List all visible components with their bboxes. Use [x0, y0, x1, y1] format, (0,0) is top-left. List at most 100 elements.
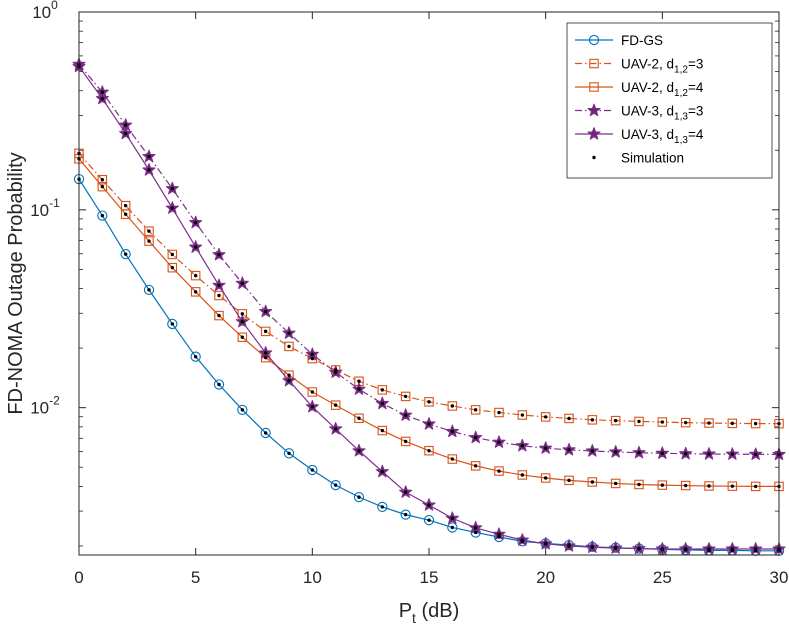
legend-label: UAV-3, d1,3=4	[621, 127, 704, 146]
simulation-point	[473, 464, 478, 468]
legend-label-text: UAV-3, d	[621, 127, 674, 142]
simulation-point	[730, 484, 735, 488]
simulation-point	[240, 319, 245, 324]
simulation-point	[403, 413, 408, 417]
series-3-marker	[377, 425, 388, 436]
legend-entry-6: Simulation	[592, 151, 684, 166]
series-1-marker	[190, 351, 201, 362]
simulation-point	[590, 545, 595, 549]
simulation-point	[683, 483, 688, 488]
legend-label-subscript: 1,3	[674, 112, 688, 123]
legend-label-text: UAV-2, d	[621, 80, 674, 95]
series-1-marker	[260, 427, 271, 439]
simulation-point	[660, 451, 665, 455]
series-2-marker	[657, 417, 668, 427]
series-3-marker	[330, 400, 341, 410]
simulation-point	[380, 505, 385, 509]
simulation-point	[753, 421, 758, 426]
x-axis-label-main: P	[399, 600, 412, 622]
legend-box	[566, 22, 773, 179]
legend-marker	[589, 82, 599, 92]
legend-label: FD-GS	[621, 33, 663, 48]
simulation-point	[357, 449, 361, 453]
simulation-point	[193, 354, 198, 359]
simulation-point	[543, 446, 548, 450]
series-3-marker	[400, 436, 411, 447]
simulation-point	[380, 469, 385, 474]
simulation-point	[450, 457, 455, 461]
x-tick-label: 30	[770, 568, 789, 587]
series-2-marker	[97, 174, 108, 185]
simulation-point	[683, 547, 688, 551]
simulation-point	[567, 448, 571, 452]
series-2-marker	[260, 326, 271, 337]
simulation-point	[380, 428, 385, 433]
series-2-marker	[494, 407, 504, 418]
simulation-point	[473, 526, 478, 530]
simulation-point	[263, 351, 268, 355]
simulation-point	[147, 229, 151, 233]
series-2-marker	[424, 397, 434, 407]
series-3-marker	[610, 478, 621, 489]
legend-label-subscript: 1,2	[674, 88, 688, 99]
y-tick-label-exponent: -2	[49, 394, 60, 408]
y-tick-label: 100	[32, 0, 58, 22]
simulation-point	[543, 542, 548, 546]
series-1-marker	[283, 448, 295, 459]
simulation-point	[310, 390, 315, 394]
simulation-point	[147, 239, 151, 243]
series-3-marker	[120, 209, 131, 219]
series-2-marker	[564, 413, 574, 424]
series-2-marker	[704, 418, 714, 428]
simulation-point	[263, 329, 268, 334]
series-2-marker	[680, 417, 691, 428]
series-3-marker	[424, 445, 434, 456]
series-2-marker	[470, 405, 481, 415]
y-tick-label: 10-2	[30, 394, 60, 418]
simulation-point	[450, 525, 455, 530]
series-3-marker	[704, 481, 714, 491]
series-1-marker	[400, 509, 411, 520]
simulation-point	[730, 452, 735, 456]
simulation-point	[263, 355, 268, 360]
simulation-point	[100, 184, 105, 189]
simulation-point	[147, 288, 151, 292]
simulation-point	[497, 440, 501, 444]
legend-label-suffix: =4	[688, 127, 704, 142]
series-2-marker	[587, 415, 598, 425]
simulation-point	[170, 265, 175, 270]
legend-entry-1: FD-GS	[575, 33, 663, 48]
series-3-marker	[144, 236, 154, 246]
series-2-marker	[540, 412, 551, 422]
simulation-point	[240, 408, 245, 412]
simulation-point	[427, 400, 431, 404]
simulation-point	[660, 420, 665, 424]
simulation-point	[333, 403, 338, 407]
simulation-point	[357, 379, 361, 383]
series-1-marker	[97, 210, 108, 221]
x-tick-label: 0	[74, 568, 83, 587]
legend-marker	[589, 58, 599, 69]
simulation-point	[380, 388, 385, 392]
simulation-point	[147, 168, 151, 172]
x-tick-label: 5	[191, 568, 200, 587]
legend-marker	[587, 127, 601, 140]
simulation-point	[217, 313, 221, 318]
simulation-point	[707, 421, 711, 425]
simulation-point	[427, 518, 431, 522]
simulation-point	[123, 252, 128, 256]
series-3-marker	[750, 481, 761, 492]
simulation-point	[730, 421, 735, 426]
simulation-point	[193, 245, 198, 249]
simulation-point	[683, 452, 688, 456]
legend-label: UAV-3, d1,3=3	[621, 104, 703, 123]
y-tick-label: 10-1	[30, 196, 60, 220]
simulation-point	[287, 373, 291, 377]
series-2-marker	[634, 416, 644, 427]
simulation-point	[357, 387, 361, 391]
simulation-point	[497, 410, 501, 415]
series-2-marker	[750, 418, 761, 429]
